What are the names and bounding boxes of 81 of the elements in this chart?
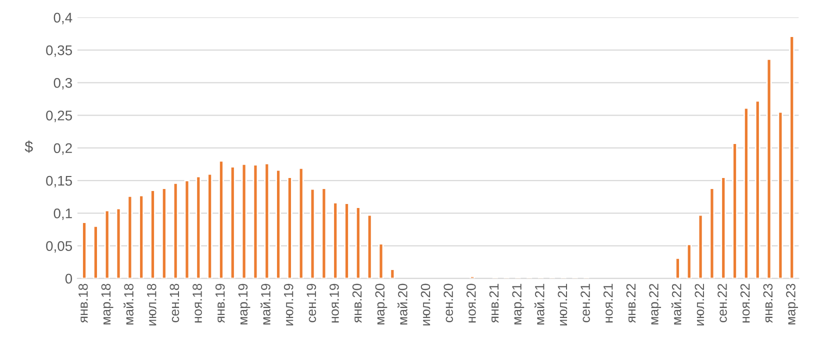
bar	[332, 202, 338, 278]
bar	[252, 164, 258, 278]
bar	[366, 214, 372, 278]
y-axis-title: $	[24, 140, 33, 153]
y-tick-label: 0,35	[46, 45, 72, 57]
x-tick-label: ноя.21	[603, 284, 613, 322]
bar	[138, 194, 144, 278]
bar	[310, 188, 316, 278]
bar	[709, 188, 715, 278]
bar	[698, 214, 704, 278]
x-tick-label: ноя.18	[192, 284, 202, 322]
bar	[720, 176, 726, 278]
bar	[789, 36, 795, 278]
bar	[766, 58, 772, 278]
bar	[732, 142, 738, 278]
x-tick-label: май.21	[534, 284, 544, 324]
bar	[276, 169, 281, 278]
x-tick-label: янв.19	[215, 284, 225, 323]
bar	[196, 176, 202, 278]
bar	[104, 210, 110, 278]
y-tick-label: 0,3	[54, 78, 72, 90]
x-tick-label: янв.22	[626, 284, 636, 323]
bar	[378, 243, 384, 278]
y-tick-label: 0	[65, 274, 72, 284]
bar	[778, 111, 784, 278]
bar	[298, 167, 304, 278]
x-tick-label: май.22	[671, 284, 682, 324]
x-tick-label: июл.19	[284, 284, 294, 326]
bar	[675, 257, 680, 278]
bar	[686, 244, 692, 278]
x-tick-label: май.20	[397, 284, 408, 324]
y-tick-label: 0,1	[54, 208, 72, 220]
x-tick-label: янв.21	[489, 284, 499, 323]
x-tick-label: ноя.22	[740, 284, 750, 322]
x-tick-label: июл.21	[558, 284, 568, 326]
bar	[344, 202, 350, 278]
bar	[744, 107, 749, 278]
bar	[207, 173, 213, 278]
bar	[127, 195, 133, 278]
bar	[390, 268, 396, 278]
x-tick-label: мар.20	[375, 284, 388, 324]
bar	[161, 188, 167, 278]
y-tick-label: 0,2	[54, 143, 72, 155]
bar	[218, 160, 224, 278]
x-tick-label: сен.20	[444, 284, 454, 322]
bar	[355, 206, 361, 278]
x-tick-label: сен.18	[170, 284, 180, 322]
x-tick-label: июл.20	[420, 284, 430, 326]
bar	[172, 182, 178, 278]
bar	[82, 222, 87, 278]
x-tick-label: мар.18	[101, 284, 114, 324]
x-tick-label: янв.23	[763, 284, 773, 323]
x-tick-label: мар.22	[649, 284, 662, 324]
x-tick-label: май.19	[260, 284, 270, 324]
y-tick-label: 0,05	[46, 241, 72, 253]
y-tick-label: 0,25	[46, 110, 72, 122]
x-tick-label: мар.23	[786, 284, 798, 324]
x-tick-label: сен.19	[306, 284, 316, 322]
x-tick-label: янв.20	[352, 284, 362, 323]
bar	[241, 164, 247, 278]
x-tick-label: мар.21	[512, 284, 524, 324]
bar	[150, 190, 156, 278]
bar	[230, 166, 236, 278]
bar	[184, 180, 190, 278]
x-tick-label: ноя.19	[330, 284, 339, 322]
bar	[754, 100, 760, 278]
x-tick-label: май.18	[124, 284, 134, 324]
bar	[321, 188, 327, 278]
x-tick-label: июл.22	[694, 284, 704, 326]
x-tick-label: сен.21	[580, 284, 590, 322]
x-tick-label: янв.18	[78, 284, 88, 323]
bar	[92, 226, 98, 278]
y-tick-label: 0,4	[54, 12, 72, 24]
bar	[116, 208, 122, 278]
bar	[264, 162, 270, 278]
x-tick-label: мар.19	[238, 284, 250, 324]
bar	[287, 176, 292, 278]
x-tick-label: ноя.20	[466, 284, 476, 322]
x-tick-label: сен.22	[718, 284, 727, 322]
x-tick-label: июл.18	[146, 284, 156, 326]
y-tick-label: 0,15	[46, 176, 72, 188]
